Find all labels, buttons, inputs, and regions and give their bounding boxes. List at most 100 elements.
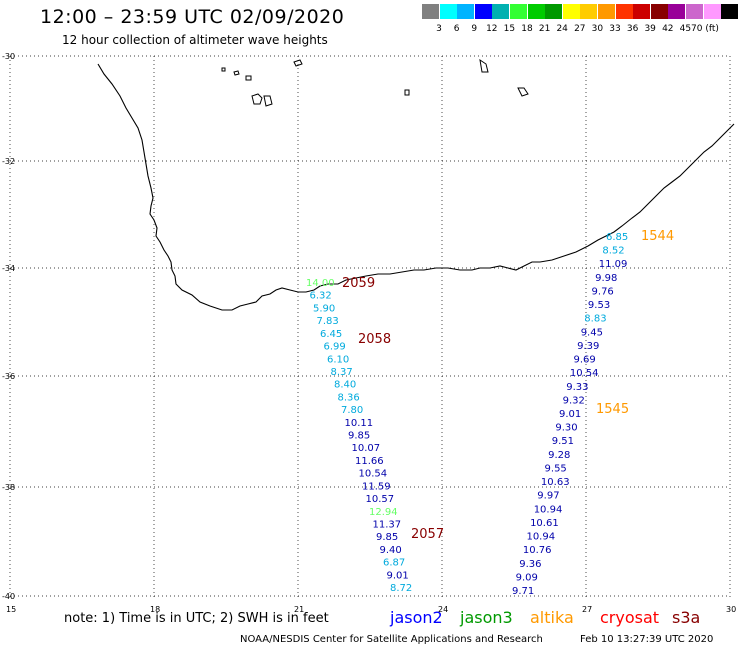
- lon-label: 30: [726, 605, 736, 614]
- wave-height-value: 11.09: [599, 259, 628, 270]
- wave-height-value: 9.97: [537, 491, 559, 502]
- wave-height-value: 10.76: [523, 545, 552, 556]
- lat-lon-grid: [9, 55, 731, 600]
- wave-height-value: 9.76: [592, 286, 614, 297]
- wave-height-value: 9.36: [519, 559, 541, 570]
- scale-swatch: [703, 4, 721, 19]
- wave-height-value: 6.87: [383, 558, 405, 569]
- chart-title: 12:00 – 23:59 UTC 02/09/2020: [40, 6, 345, 28]
- scale-label: 36: [626, 24, 639, 34]
- wave-height-value: 9.33: [566, 382, 588, 393]
- pass-label: 1544: [641, 229, 674, 244]
- scale-swatch: [474, 4, 492, 19]
- scale-swatch: [615, 4, 633, 19]
- coast-islet: [293, 59, 303, 67]
- wave-height-value: 9.55: [545, 463, 567, 474]
- lat-label: -36: [2, 372, 15, 381]
- wave-height-value: 5.90: [313, 303, 335, 314]
- lat-label: -34: [2, 264, 15, 273]
- wave-height-value: 7.83: [317, 316, 339, 327]
- wave-height-value: 9.39: [577, 341, 599, 352]
- lat-label: -30: [2, 52, 15, 61]
- scale-swatch: [580, 4, 598, 19]
- scale-label: 9: [471, 24, 478, 34]
- wave-height-value: 8.83: [584, 314, 606, 325]
- lat-label: -32: [2, 157, 15, 166]
- scale-label: 30: [591, 24, 604, 34]
- wave-height-value: 8.72: [390, 583, 412, 594]
- timestamp-text: Feb 10 13:27:39 UTC 2020: [580, 634, 714, 645]
- scale-label: 6: [453, 24, 460, 34]
- coast-islet: [233, 70, 240, 76]
- pass-label: 2057: [411, 527, 444, 542]
- legend-jason3: jason3: [460, 608, 513, 627]
- scale-label: 70 (ft): [691, 24, 719, 34]
- scale-swatch: [527, 4, 545, 19]
- wave-height-value: 9.01: [387, 570, 409, 581]
- wave-height-value: 12.94: [369, 507, 398, 518]
- wave-height-value: 11.66: [355, 456, 384, 467]
- lat-label: -40: [2, 592, 15, 601]
- wave-height-value: 6.99: [324, 342, 346, 353]
- lon-label: 24: [438, 605, 448, 614]
- wave-height-value: 6.10: [327, 354, 349, 365]
- wave-height-value: 9.69: [573, 355, 595, 366]
- wave-height-value: 9.71: [512, 586, 534, 597]
- wave-height-value: 8.52: [602, 246, 624, 257]
- latitude-labels: -30 -32 -34 -36 -38 -40: [2, 52, 15, 601]
- scale-swatch: [562, 4, 580, 19]
- scale-swatch: [668, 4, 686, 19]
- wave-height-value: 9.01: [559, 409, 581, 420]
- coast-islet: [251, 93, 263, 105]
- coastline-south-africa: [97, 63, 735, 311]
- coast-islet: [263, 95, 273, 107]
- wave-height-value: 9.28: [548, 450, 570, 461]
- wave-height-value: 10.07: [352, 443, 381, 454]
- scale-swatch: [422, 4, 439, 19]
- wave-height-value: 9.85: [348, 431, 370, 442]
- lon-label: 15: [6, 605, 16, 614]
- pass-label: 2059: [342, 276, 375, 291]
- wave-height-value: 9.53: [588, 300, 610, 311]
- wave-height-value: 9.09: [516, 572, 538, 583]
- wave-height-value: 8.37: [331, 367, 353, 378]
- coast-islet: [245, 75, 252, 81]
- wave-height-value: 9.98: [595, 273, 617, 284]
- altimeter-track-east: 6.85 8.52 11.09 9.98 9.76 9.53 8.83 9.45 9.39 9.6…: [512, 232, 628, 597]
- wave-height-value: 8.40: [334, 380, 356, 391]
- wave-height-value: 9.40: [380, 545, 402, 556]
- units-note: note: 1) Time is in UTC; 2) SWH is in fe…: [64, 611, 329, 626]
- wave-height-value: 9.51: [552, 436, 574, 447]
- scale-swatch: [721, 4, 739, 19]
- coast-islet: [221, 67, 226, 72]
- altimeter-track-west: 14.00 6.325.90 7.83 6.45 6.996.10 8.37 8.408.3…: [306, 278, 412, 594]
- lon-label: 18: [150, 605, 160, 614]
- pass-label: 2058: [358, 332, 391, 347]
- wave-height-value: 10.54: [570, 368, 599, 379]
- scale-label: 18: [521, 24, 533, 34]
- scale-label: 12: [486, 24, 498, 34]
- legend-jason2: jason2: [390, 608, 443, 627]
- scale-label: 39: [644, 24, 656, 34]
- wave-height-value: 9.32: [563, 395, 585, 406]
- wave-height-value: 9.85: [376, 532, 398, 543]
- scale-label: 33: [609, 24, 621, 34]
- scale-swatch: [650, 4, 668, 19]
- scale-label: 21: [538, 24, 551, 34]
- coast-islet: [479, 58, 489, 73]
- scale-label: 15: [503, 24, 516, 34]
- wave-height-value: 14.00: [306, 278, 335, 289]
- scale-swatch: [545, 4, 563, 19]
- scale-label: 45: [679, 24, 692, 34]
- scale-label: 42: [662, 24, 674, 34]
- scale-label: 3: [436, 24, 442, 34]
- chart-subtitle: 12 hour collection of altimeter wave hei…: [62, 33, 328, 47]
- wave-height-value: 8.36: [338, 392, 360, 403]
- scale-swatch: [598, 4, 615, 19]
- wave-height-value: 7.80: [341, 405, 363, 416]
- scale-swatch: [457, 4, 475, 19]
- wave-height-value: 10.94: [534, 504, 563, 515]
- scale-swatch: [510, 4, 527, 19]
- legend-cryosat: cryosat: [600, 608, 660, 627]
